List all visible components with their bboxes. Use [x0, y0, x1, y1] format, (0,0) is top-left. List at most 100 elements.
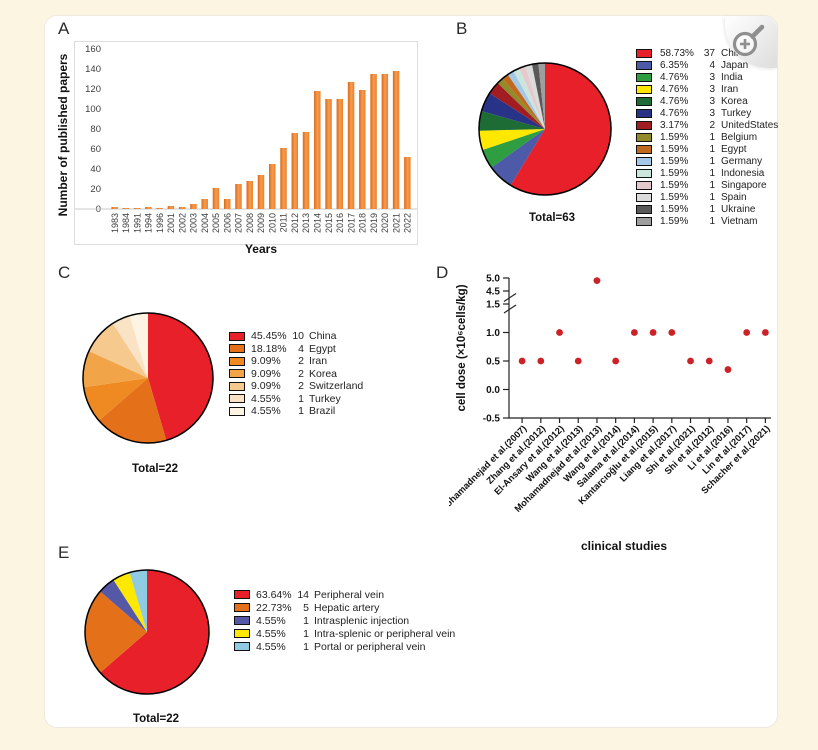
data-point: [518, 357, 526, 365]
legend-count: 2: [298, 380, 304, 393]
x-axis-tick-label: 1984: [121, 213, 131, 233]
x-axis-title: clinical studies: [581, 539, 667, 553]
bar: [269, 164, 276, 209]
pie-chart-countries-all-studies: [465, 49, 625, 214]
legend-percent: 1.59%: [660, 167, 689, 179]
legend-name: Turkey: [309, 392, 341, 405]
y-axis-title: Number of published papers: [56, 53, 70, 216]
legend-count: 1: [709, 131, 715, 143]
pie-slice: [85, 591, 147, 673]
bar: [381, 74, 389, 209]
legend-swatch: [229, 356, 245, 366]
x-axis-tick-label: 2008: [245, 213, 255, 233]
bar: [178, 207, 186, 209]
legend-swatch: [234, 603, 250, 612]
y-axis-tick-label: 140: [85, 64, 101, 75]
legend-row: 4.55% 1 Intra-splenic or peripheral vein: [234, 627, 455, 640]
legend-count: 37: [703, 47, 715, 59]
legend-row: 58.73% 37 China: [636, 47, 778, 59]
x-axis-tick-label: 1983: [110, 213, 120, 233]
x-axis-tick-label: 2001: [166, 213, 176, 233]
bar: [235, 184, 242, 209]
x-axis-tick-label: 2002: [177, 213, 187, 233]
legend-percent: 4.55%: [256, 614, 286, 627]
legend-count: 3: [709, 107, 715, 119]
pie-slice: [129, 313, 148, 378]
legend-row: 45.45% 10 China: [229, 330, 363, 343]
legend-count: 1: [709, 167, 715, 179]
legend-row: 4.76% 3 Iran: [636, 83, 778, 95]
pie-chart-svg: [478, 62, 612, 196]
axis-break-mark: [503, 304, 517, 314]
legend-percent: 45.45%: [251, 330, 287, 343]
legend-percent: 1.59%: [660, 191, 689, 203]
legend-name: India: [721, 71, 743, 83]
pie-slice: [510, 63, 612, 195]
pie-slice: [491, 129, 545, 186]
pie-slice: [112, 315, 148, 378]
legend-name: Brazil: [309, 405, 336, 418]
legend-swatch: [636, 168, 652, 178]
x-axis-tick-label: 2010: [267, 213, 277, 233]
x-axis-tick-label: 2012: [290, 213, 300, 233]
legend-percent: 1.59%: [660, 143, 689, 155]
legend-name: Ukraine: [721, 203, 756, 215]
bar: [145, 207, 152, 209]
x-axis-tick-label: 2021: [391, 213, 401, 233]
pie-slice: [531, 63, 545, 129]
bar: [190, 204, 197, 209]
x-axis-tick-label: 2007: [234, 213, 244, 233]
pie-outline: [84, 569, 210, 695]
legend-row: 4.55% 1 Intrasplenic injection: [234, 614, 455, 627]
legend-row: 4.76% 3 Korea: [636, 95, 778, 107]
zoom-button[interactable]: [725, 16, 777, 68]
legend-name: Vietnam: [721, 215, 758, 227]
legend-swatch: [636, 60, 652, 70]
data-point: [743, 329, 751, 336]
legend-row: 4.76% 3 India: [636, 71, 778, 83]
legend-name: Iran: [721, 83, 739, 95]
pie-slice: [100, 570, 210, 694]
legend-name: Intra-splenic or peripheral vein: [314, 627, 456, 640]
bar: [370, 74, 377, 209]
legend-percent: 4.55%: [251, 405, 281, 418]
y-axis-tick-label: 4.5: [486, 287, 500, 298]
total-label-e: Total=22: [132, 713, 180, 725]
legend-swatch: [229, 394, 245, 404]
legend-swatch: [234, 590, 250, 599]
legend-name: Belgium: [721, 131, 758, 143]
pie-slice: [482, 129, 545, 168]
pie-chart-svg: [82, 312, 214, 444]
legend-percent: 1.59%: [660, 215, 689, 227]
legend-row: 1.59% 1 Indonesia: [636, 167, 778, 179]
data-point: [574, 357, 582, 365]
legend-swatch: [229, 406, 245, 416]
legend-name: Egypt: [309, 342, 336, 355]
y-axis-tick-label: 60: [90, 144, 101, 155]
x-axis-tick-label: 2011: [279, 213, 289, 232]
magnifier-plus-icon: [732, 24, 765, 57]
pie-slice: [148, 313, 213, 441]
pie-slice: [513, 68, 545, 129]
y-axis-tick-label: 160: [85, 44, 101, 55]
data-point: [687, 357, 694, 365]
legend-count: 3: [709, 83, 715, 95]
x-axis-tick-label: 2015: [324, 213, 334, 233]
legend-swatch: [636, 96, 652, 106]
legend-row: 1.59% 1 Ukraine: [636, 203, 778, 215]
x-axis-tick-label: 2020: [380, 213, 390, 233]
pie-slice: [88, 323, 148, 378]
pie-slice: [98, 378, 167, 444]
legend-count: 1: [303, 627, 309, 640]
x-axis-tick-label: 1996: [155, 213, 165, 233]
legend-row: 4.76% 3 Turkey: [636, 107, 778, 119]
bar: [212, 188, 220, 209]
legend-row: 18.18% 4 Egypt: [229, 343, 363, 356]
panel-label-b: B: [456, 19, 468, 38]
legend-swatch: [229, 369, 245, 379]
legend-percent: 6.35%: [660, 59, 689, 71]
legend-swatch: [636, 108, 652, 118]
data-point: [537, 357, 545, 365]
legend-name: Iran: [309, 355, 328, 368]
